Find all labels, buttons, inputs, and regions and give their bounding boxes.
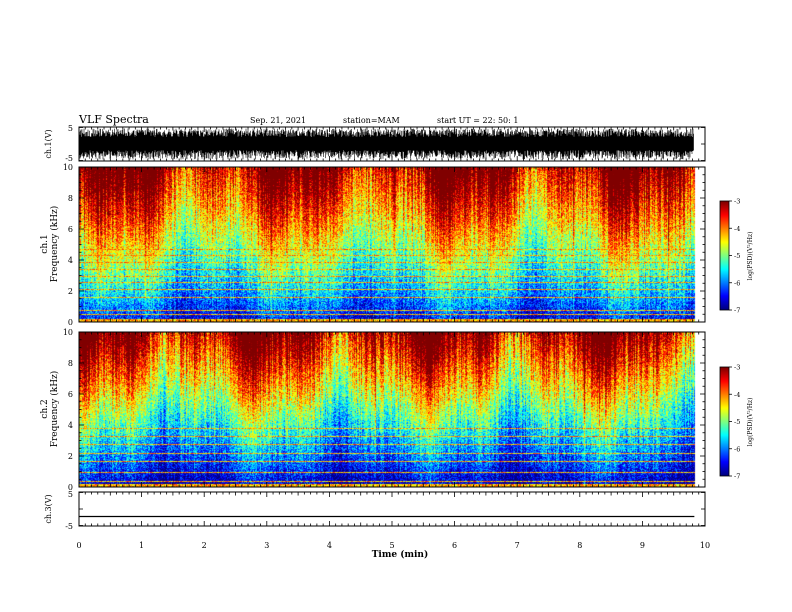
time-tick-label: 10 [700,541,710,550]
frequency-tick-label: 8 [68,194,73,203]
time-tick-label: 7 [515,541,520,550]
colorbar-tick-label: -3 [734,364,740,372]
station-label: station=MAM [343,116,400,125]
colorbar-tick-label: -7 [734,307,740,315]
frequency-tick-label: 0 [68,483,73,492]
time-axis-tick-labels: 0 1 2 3 4 5 6 7 8 9 10 [76,541,710,550]
ch1-colorbar-label: log(PSD)(V²/Hz) [747,232,754,281]
ch2-frequency-ticks: 0 2 4 6 8 10 [63,328,705,492]
colorbar-tick-label: -3 [734,198,740,206]
frequency-tick-label: 0 [68,318,73,327]
ch1-waveform-ticks [78,127,706,161]
ch1-spectrogram-ylabel: ch.1 Frequency (kHz) [40,206,60,283]
frequency-tick-label: 4 [68,421,73,430]
frequency-tick-label: 6 [68,225,73,234]
ch1-frequency-ticks: 0 2 4 6 8 10 [63,163,705,327]
ch3-ytick-bottom: -5 [65,522,73,531]
time-tick-label: 2 [202,541,207,550]
time-tick-label: 0 [76,541,81,550]
figure-title: VLF Spectra [78,113,149,126]
ch1-waveform-panel: 5 -5 ch.1(V) [44,124,706,163]
frequency-tick-label: 4 [68,256,73,265]
time-tick-label: 3 [264,541,269,550]
colorbar-tick-label: -6 [734,445,740,453]
date-label: Sep. 21, 2021 [250,116,306,125]
ch1-spectrogram-panel: 0 2 4 6 8 10 ch.1 Frequency (kHz) [40,163,706,327]
ch1-ylabel: ch.1(V) [44,129,53,158]
ch1-waveform-path [78,128,694,160]
frequency-tick-label: 2 [68,287,73,296]
frequency-tick-label: 10 [63,328,73,337]
ch2-spectrogram-panel: 0 2 4 6 8 10 ch.2 Frequency (kHz) [40,328,706,492]
ch2-frequency-label: Frequency (kHz) [49,371,60,448]
ch3-ylabel: ch.3(V) [44,494,53,523]
ch2-colorbar-ticks: -3 -4 -5 -6 -7 [729,364,740,481]
ch1-spectrogram-xticks [78,167,706,322]
colorbar-tick-label: -4 [734,391,740,399]
colorbar-tick-label: -5 [734,418,740,426]
time-axis-label: Time (min) [372,549,429,560]
ch3-waveform-ticks [78,492,706,526]
ch2-colorbar-label: log(PSD)(V²/Hz) [747,398,754,447]
start-time-label: start UT = 22: 50: 1 [437,116,518,125]
ch2-channel-label: ch.2 [40,399,50,418]
ch1-ytick-bottom: -5 [65,154,73,163]
ch3-waveform-frame [78,491,706,527]
time-tick-label: 1 [139,541,144,550]
frequency-tick-label: 8 [68,359,73,368]
frequency-tick-label: 2 [68,452,73,461]
colorbar-tick-label: -5 [734,252,740,260]
colorbar-tick-label: -7 [734,473,740,481]
ch3-ytick-top: 5 [68,490,73,499]
ch1-frequency-label: Frequency (kHz) [49,206,60,283]
colorbar-tick-label: -6 [734,279,740,287]
ch1-ytick-top: 5 [68,124,73,133]
time-tick-label: 6 [452,541,457,550]
ch2-spectrogram-xticks [78,332,706,487]
ch1-colorbar-image [720,201,729,310]
time-tick-label: 9 [640,541,645,550]
ch1-waveform-trace [78,128,694,160]
colorbar-tick-label: -4 [734,225,740,233]
frequency-tick-label: 6 [68,390,73,399]
ch2-colorbar-image [720,367,729,476]
ch2-colorbar: -3 -4 -5 -6 -7 log(PSD)(V²/Hz) [719,364,754,481]
time-tick-label: 4 [327,541,332,550]
time-tick-label: 8 [577,541,582,550]
ch3-waveform-panel: 5 -5 ch.3(V) [44,490,706,531]
ch2-spectrogram-ylabel: ch.2 Frequency (kHz) [40,371,60,448]
ch1-colorbar: -3 -4 -5 -6 -7 log(PSD)(V²/Hz) [719,198,754,315]
ch1-channel-label: ch.1 [40,234,50,253]
time-tick-label: 5 [389,541,394,550]
ch2-spectrogram-image [79,332,705,487]
frequency-tick-label: 10 [63,163,73,172]
ch1-spectrogram-image [79,167,705,322]
ch1-colorbar-ticks: -3 -4 -5 -6 -7 [729,198,740,315]
